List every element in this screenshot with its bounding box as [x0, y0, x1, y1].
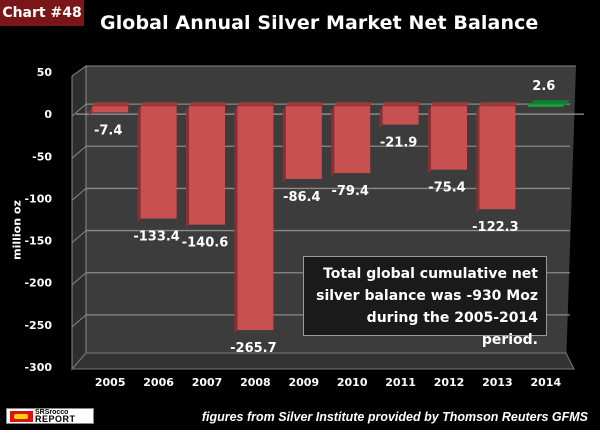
- logo-text: SRSrocco: [35, 409, 69, 416]
- bar-side: [282, 106, 286, 183]
- data-label: -122.3: [472, 220, 519, 235]
- bar-top: [140, 102, 179, 107]
- bar-face: [237, 106, 274, 331]
- x-tick-label: 2009: [288, 376, 319, 389]
- x-tick-label: 2011: [385, 376, 416, 389]
- x-tick-label: 2005: [95, 376, 126, 389]
- y-tick-label: -200: [24, 277, 52, 290]
- data-label: -79.4: [331, 184, 368, 199]
- bar-face: [382, 106, 419, 125]
- gridline-side: [71, 145, 87, 159]
- gridline-side: [71, 272, 87, 286]
- x-tick-label: 2014: [530, 376, 561, 389]
- bar-top: [285, 102, 324, 107]
- data-label: -21.9: [380, 136, 417, 151]
- data-label: -265.7: [230, 341, 277, 356]
- x-tick-label: 2013: [482, 376, 513, 389]
- bar-side: [476, 106, 480, 214]
- annotation-box: Total global cumulative net silver balan…: [303, 256, 547, 348]
- x-tick-label: 2010: [337, 376, 368, 389]
- bar-top: [237, 102, 276, 107]
- chart-number-badge: Chart #48: [0, 0, 84, 26]
- annotation-line: during the 2005-2014 period.: [366, 310, 538, 348]
- bar-top: [382, 102, 421, 107]
- srsrocco-logo: SRSrocco REPORT: [6, 408, 94, 424]
- x-tick-label: 2007: [192, 376, 223, 389]
- bar-face: [431, 106, 467, 170]
- floor: [70, 352, 575, 370]
- data-label: -7.4: [94, 123, 122, 138]
- bar-top: [334, 102, 373, 107]
- bar-side: [89, 106, 93, 117]
- y-tick-label: -50: [32, 150, 52, 163]
- bar-top: [92, 102, 131, 107]
- bar: [428, 102, 469, 174]
- y-tick-label: -150: [24, 235, 52, 248]
- bar-side: [331, 106, 335, 178]
- y-tick-label: 50: [37, 66, 53, 79]
- y-axis-label: million oz: [10, 200, 24, 260]
- y-tick-label: -100: [24, 192, 52, 205]
- bar: [379, 102, 421, 129]
- bar-top: [479, 102, 518, 107]
- bar: [137, 102, 179, 223]
- bar-top: [431, 102, 469, 107]
- annotation-line: silver balance was -930 Moz: [316, 288, 538, 304]
- side-wall: [71, 65, 87, 371]
- y-tick-label: 0: [44, 108, 52, 121]
- x-axis-ticks: 2005 2006 2007 2008 2009 2010 2011 2012 2013 2014: [95, 376, 562, 389]
- bar: [89, 102, 131, 117]
- bar-face: [527, 103, 564, 107]
- logo-text: REPORT: [35, 414, 76, 424]
- x-tick-label: 2012: [434, 376, 465, 389]
- bar: [282, 102, 324, 183]
- annotation-line: Total global cumulative net: [323, 266, 538, 282]
- x-tick-label: 2008: [240, 376, 271, 389]
- gridline-side: [71, 230, 87, 243]
- data-label: -140.6: [182, 236, 229, 251]
- data-label: -86.4: [283, 190, 320, 205]
- data-label: -75.4: [428, 181, 465, 196]
- y-axis-ticks: 50 0 -50 -100 -150 -200 -250 -300: [24, 66, 52, 374]
- bar-side: [186, 106, 189, 229]
- bar: [527, 100, 570, 107]
- bar: [186, 102, 227, 229]
- bar-face: [334, 106, 371, 174]
- bar-side: [137, 106, 141, 223]
- x-tick-label: 2006: [143, 376, 174, 389]
- bar-face: [285, 106, 322, 179]
- bar-side: [428, 106, 431, 174]
- y-tick-label: -300: [24, 361, 52, 374]
- y-tick-label: -250: [24, 319, 52, 332]
- bar-side: [234, 106, 238, 335]
- bar: [331, 102, 373, 178]
- bar: [476, 102, 518, 214]
- data-label: 2.6: [532, 79, 555, 94]
- gridline-side: [71, 103, 87, 117]
- data-labels: -7.4 -133.4 -140.6 -265.7 -86.4 -79.4 -21.9 -75…: [94, 79, 555, 356]
- bar-face: [92, 106, 129, 113]
- bars: [89, 100, 570, 335]
- usa-map-icon: [10, 411, 33, 422]
- chart-title: Global Annual Silver Market Net Balance: [100, 12, 539, 34]
- source-note: figures from Silver Institute provided b…: [201, 410, 588, 424]
- bar-face: [479, 106, 516, 210]
- bar-face: [140, 106, 177, 219]
- bar-side: [379, 106, 383, 129]
- gridline-side: [71, 188, 87, 201]
- data-label: -133.4: [133, 230, 180, 245]
- gridline-side: [71, 314, 87, 328]
- bar-face: [189, 106, 225, 225]
- bar-top: [189, 102, 227, 107]
- bar: [234, 102, 276, 335]
